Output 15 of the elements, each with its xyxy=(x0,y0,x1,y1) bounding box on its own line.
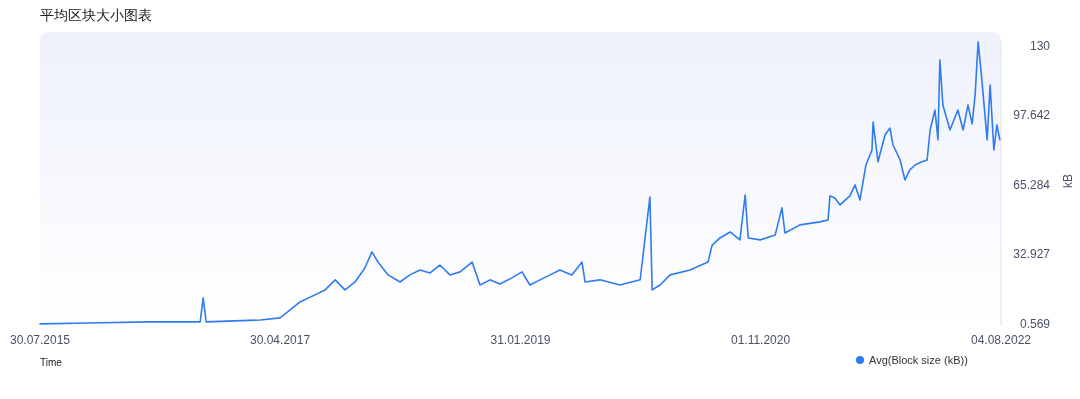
legend-label: Avg(Block size (kB)) xyxy=(869,354,968,366)
y-tick-label: 0.569 xyxy=(1019,316,1051,331)
x-tick-label: 30.04.2017 xyxy=(250,333,311,347)
x-tick-label: 04.08.2022 xyxy=(970,333,1032,347)
x-axis-title: Time xyxy=(40,357,63,368)
y-tick-label: 97.642 xyxy=(1013,108,1051,123)
y-axis-title: kB xyxy=(1061,173,1075,189)
x-tick-label: 31.01.2019 xyxy=(490,333,551,347)
x-tick-label: 01.11.2020 xyxy=(730,333,791,347)
y-tick-label: 65.284 xyxy=(1013,177,1051,192)
x-tick-label: 30.07.2015 xyxy=(9,333,71,347)
y-tick-label: 32.927 xyxy=(1013,247,1051,262)
chart-title: 平均区块大小图表 xyxy=(40,7,152,23)
y-tick-label: 130 xyxy=(1029,39,1051,54)
line-series xyxy=(39,41,1001,325)
